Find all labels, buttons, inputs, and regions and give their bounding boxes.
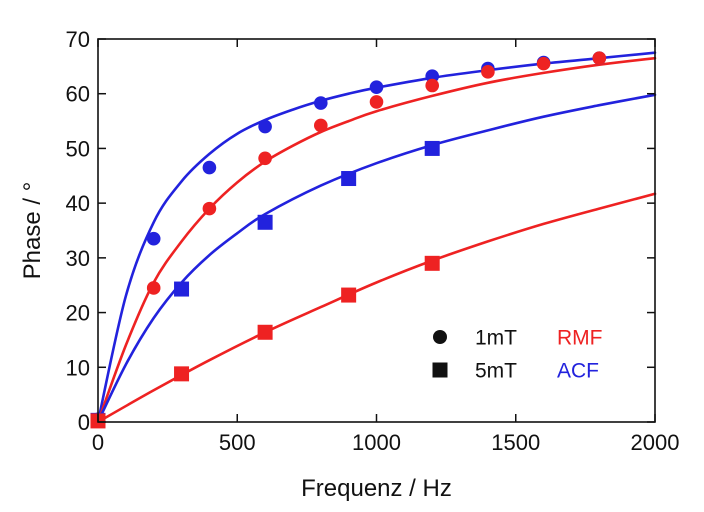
data-point-square xyxy=(341,287,357,303)
data-point-circle xyxy=(258,119,272,134)
data-point-circle xyxy=(202,201,217,216)
x-tick-label: 500 xyxy=(219,430,256,455)
data-point-square xyxy=(424,255,440,271)
y-tick-label: 0 xyxy=(78,410,90,435)
y-tick-label: 20 xyxy=(66,301,90,326)
y-tick-label: 60 xyxy=(66,82,90,107)
y-tick-label: 40 xyxy=(66,191,90,216)
data-point-circle xyxy=(481,65,495,79)
x-tick-label: 1000 xyxy=(352,430,401,455)
data-point-square xyxy=(257,214,273,230)
fit-line-circle-1 xyxy=(96,51,657,424)
axis-ticks: 0 500 1000 1500 2000 0 10 20 30 40 50 60 70 xyxy=(66,27,680,455)
data-point-circle xyxy=(369,80,384,94)
data-point-circle xyxy=(146,281,161,295)
fit-line-square-3 xyxy=(96,93,657,424)
data-point-square xyxy=(174,366,190,382)
x-axis-title: Frequenz / Hz xyxy=(301,475,452,502)
legend-marker-label: 5mT xyxy=(475,360,517,383)
data-point-square xyxy=(341,171,357,187)
data-point-circle xyxy=(536,56,551,71)
legend-method-label: ACF xyxy=(557,360,599,383)
data-point-square xyxy=(174,281,190,297)
legend-square-marker xyxy=(432,362,448,378)
fit-line-circle-2 xyxy=(96,56,657,424)
data-point-circle xyxy=(314,118,328,133)
fit-line-square-4 xyxy=(96,192,657,424)
legend-marker-label: 1mT xyxy=(475,327,517,350)
data-point-circle xyxy=(202,160,217,175)
y-axis-title: Phase / ° xyxy=(19,182,46,280)
y-tick-label: 10 xyxy=(66,355,90,380)
y-tick-label: 50 xyxy=(66,136,90,161)
data-point-circle xyxy=(592,51,607,65)
data-point-circle xyxy=(146,231,161,246)
x-tick-label: 1500 xyxy=(491,430,540,455)
data-point-circle xyxy=(314,96,328,110)
data-point-square xyxy=(257,324,273,340)
data-point-circle xyxy=(369,95,384,109)
legend-circle-marker xyxy=(433,330,447,344)
data-point-circle xyxy=(258,151,272,166)
y-tick-label: 70 xyxy=(66,27,90,52)
legend: 1mT 5mT RMF ACF xyxy=(432,327,603,383)
data-point-square xyxy=(424,140,440,156)
data-point-circle xyxy=(425,78,440,93)
x-tick-label: 0 xyxy=(92,430,104,455)
data-point-circle xyxy=(425,69,440,84)
legend-method-label: RMF xyxy=(557,327,603,350)
y-tick-label: 30 xyxy=(66,246,90,271)
x-tick-label: 2000 xyxy=(631,430,680,455)
data-points xyxy=(90,51,607,429)
